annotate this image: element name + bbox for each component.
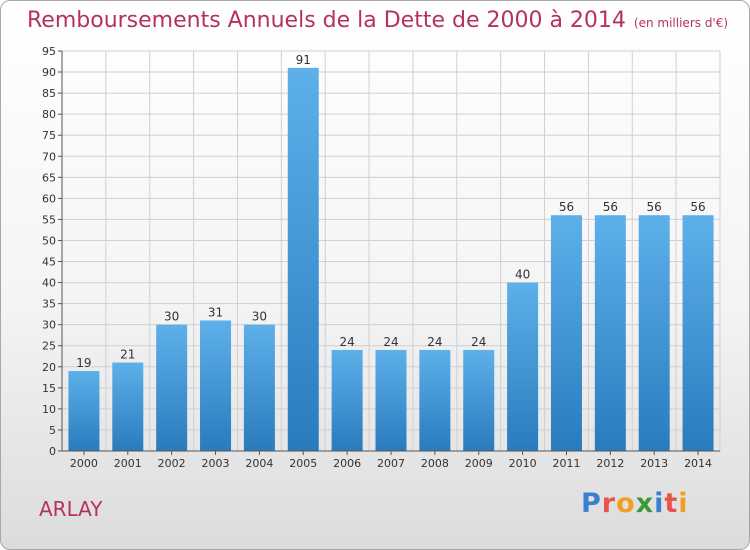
y-tick-label: 55: [42, 213, 56, 226]
x-tick-label: 2005: [289, 457, 317, 470]
bar-value-label: 56: [603, 200, 618, 214]
chart-title: Remboursements Annuels de la Dette de 20…: [27, 8, 728, 33]
y-tick-label: 15: [42, 382, 56, 395]
bar: [287, 67, 319, 451]
axis-layer: 0 5 10 15 20 25 30 35 40 45 50 55 60 65 70 75 80 85 90 95 20…: [42, 45, 720, 470]
bar-value-label: 19: [76, 356, 91, 370]
bar-value-label: 56: [647, 200, 662, 214]
y-tick-label: 30: [42, 319, 56, 332]
bar-value-label: 56: [690, 200, 705, 214]
bar-value-label: 24: [383, 335, 398, 349]
logo-letter: t: [664, 488, 679, 519]
y-tick-label: 60: [42, 192, 56, 205]
y-tick-label: 5: [49, 424, 56, 437]
bar: [68, 371, 100, 451]
y-tick-label: 80: [42, 108, 56, 121]
bar-value-label: 30: [164, 310, 179, 324]
x-tick-label: 2013: [640, 457, 668, 470]
x-tick-label: 2009: [465, 457, 493, 470]
x-tick-label: 2003: [202, 457, 230, 470]
bar-value-label: 21: [120, 348, 135, 362]
bar: [594, 215, 626, 451]
bar-value-label: 30: [252, 310, 267, 324]
bar-value-label: 56: [559, 200, 574, 214]
logo-letter: o: [616, 488, 636, 519]
bar-value-label: 24: [339, 335, 354, 349]
bar-value-label: 40: [515, 268, 530, 282]
bar: [682, 215, 714, 451]
y-tick-label: 65: [42, 171, 56, 184]
chart-subtitle: (en milliers d'€): [633, 16, 729, 30]
logo-letter: i: [654, 488, 665, 519]
bar: [200, 320, 232, 451]
y-tick-label: 75: [42, 129, 56, 142]
x-tick-label: 2014: [684, 457, 712, 470]
bar: [419, 349, 451, 451]
y-tick-label: 10: [42, 403, 56, 416]
x-tick-label: 2011: [552, 457, 580, 470]
x-tick-label: 2006: [333, 457, 361, 470]
bar: [112, 362, 144, 451]
x-tick-label: 2001: [114, 457, 142, 470]
bar: [550, 215, 582, 451]
bar-value-label: 31: [208, 305, 223, 319]
logo-letter: i: [678, 488, 689, 519]
y-tick-label: 35: [42, 298, 56, 311]
bar: [156, 324, 188, 451]
logo-letter: r: [601, 488, 617, 519]
bar: [638, 215, 670, 451]
y-tick-label: 45: [42, 256, 56, 269]
bar: [463, 349, 495, 451]
bar-value-label: 24: [427, 335, 442, 349]
y-tick-label: 90: [42, 66, 56, 79]
bar: [375, 349, 407, 451]
x-tick-label: 2008: [421, 457, 449, 470]
x-tick-label: 2000: [70, 457, 98, 470]
y-tick-label: 0: [49, 445, 56, 458]
chart-title-text: Remboursements Annuels de la Dette de 20…: [27, 8, 626, 33]
y-tick-label: 70: [42, 150, 56, 163]
bar: [331, 349, 363, 451]
y-tick-label: 20: [42, 361, 56, 374]
bar-value-label: 91: [296, 53, 311, 67]
x-tick-label: 2004: [245, 457, 273, 470]
bar: [243, 324, 275, 451]
logo-letter: P: [581, 488, 602, 519]
y-tick-label: 95: [42, 45, 56, 58]
bar-value-label: 24: [471, 335, 486, 349]
y-tick-label: 25: [42, 340, 56, 353]
commune-name: ARLAY: [39, 497, 103, 521]
y-tick-label: 40: [42, 277, 56, 290]
proxiti-logo[interactable]: Proxiti: [581, 488, 689, 519]
x-tick-label: 2007: [377, 457, 405, 470]
y-tick-label: 50: [42, 234, 56, 247]
x-tick-label: 2012: [596, 457, 624, 470]
bar: [507, 282, 539, 451]
bar-layer: 19 21 30 31 30 91 24 24 24 24 40 56 56 56 56: [68, 53, 714, 451]
logo-letter: x: [635, 488, 655, 519]
x-tick-label: 2002: [158, 457, 186, 470]
x-tick-label: 2010: [509, 457, 537, 470]
y-tick-label: 85: [42, 87, 56, 100]
